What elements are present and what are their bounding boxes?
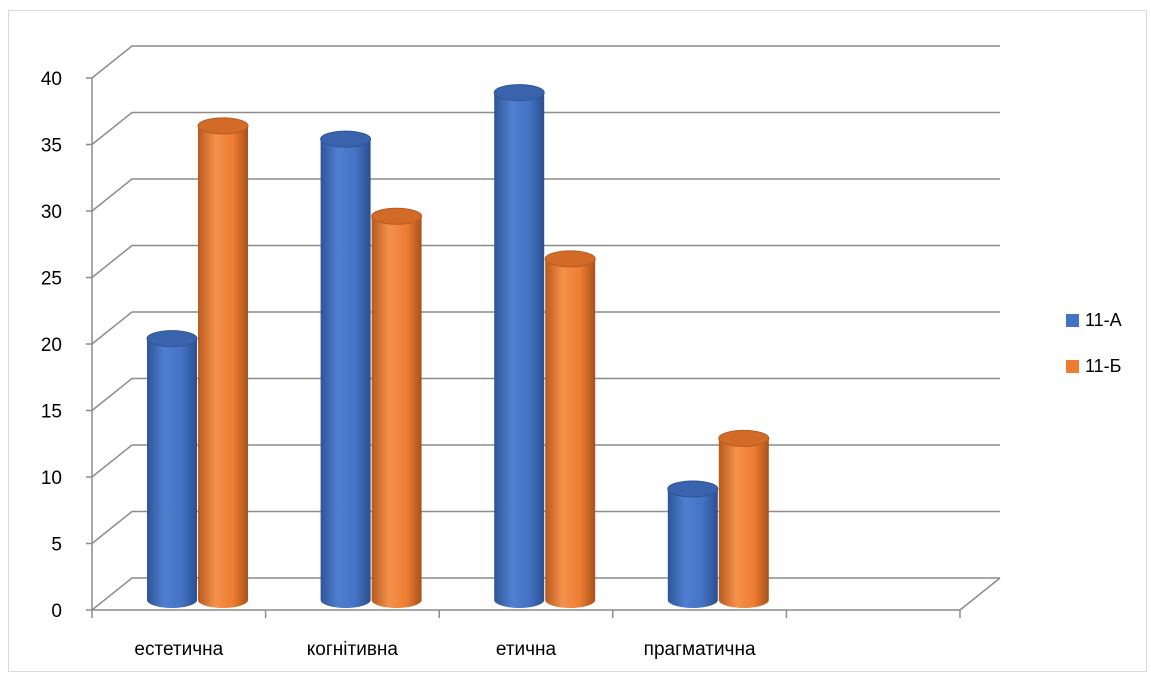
gridline: [91, 311, 1000, 345]
bar-series-a: [493, 84, 545, 609]
x-tick-label: когнітивна: [307, 639, 399, 660]
bar-series-a: [320, 130, 372, 608]
legend-swatch: [1066, 314, 1079, 327]
legend-swatch: [1066, 360, 1079, 373]
gridline: [91, 45, 1000, 79]
floor-right-edge: [959, 577, 1001, 611]
y-tick-label: 20: [41, 335, 62, 356]
gridline: [91, 244, 1000, 279]
x-tick-label: етична: [496, 639, 557, 660]
axes-labels: 0 5 10 15 20 25 30 35 40 естетична когнітивна етичн…: [41, 69, 756, 660]
bar-series-a: [667, 480, 719, 608]
gridline: [91, 178, 1000, 212]
gridline: [91, 377, 1000, 412]
gridline: [91, 444, 1000, 478]
x-tick-label: прагматична: [644, 639, 756, 660]
bar-series-b: [371, 207, 423, 609]
bar-series-b: [544, 250, 596, 608]
gridline: [91, 111, 1000, 146]
legend: 11-А 11-Б: [1066, 310, 1122, 376]
bar-series-a: [146, 330, 198, 608]
y-tick-label: 15: [41, 402, 62, 423]
y-tick-label: 25: [41, 269, 62, 290]
y-tick-label: 10: [41, 468, 62, 489]
y-tick-label: 5: [51, 535, 62, 556]
bars-group: [146, 84, 770, 609]
x-tick-label: естетична: [134, 639, 223, 660]
legend-label: 11-Б: [1085, 356, 1122, 376]
chart-walls: [86, 45, 1001, 618]
y-tick-label: 0: [51, 601, 62, 622]
y-tick-label: 40: [41, 69, 62, 90]
y-tick-label: 30: [41, 202, 62, 223]
y-tick-label: 35: [41, 136, 62, 157]
bar-series-b: [197, 117, 249, 608]
legend-label: 11-А: [1085, 310, 1122, 330]
bar-series-b: [718, 429, 770, 608]
